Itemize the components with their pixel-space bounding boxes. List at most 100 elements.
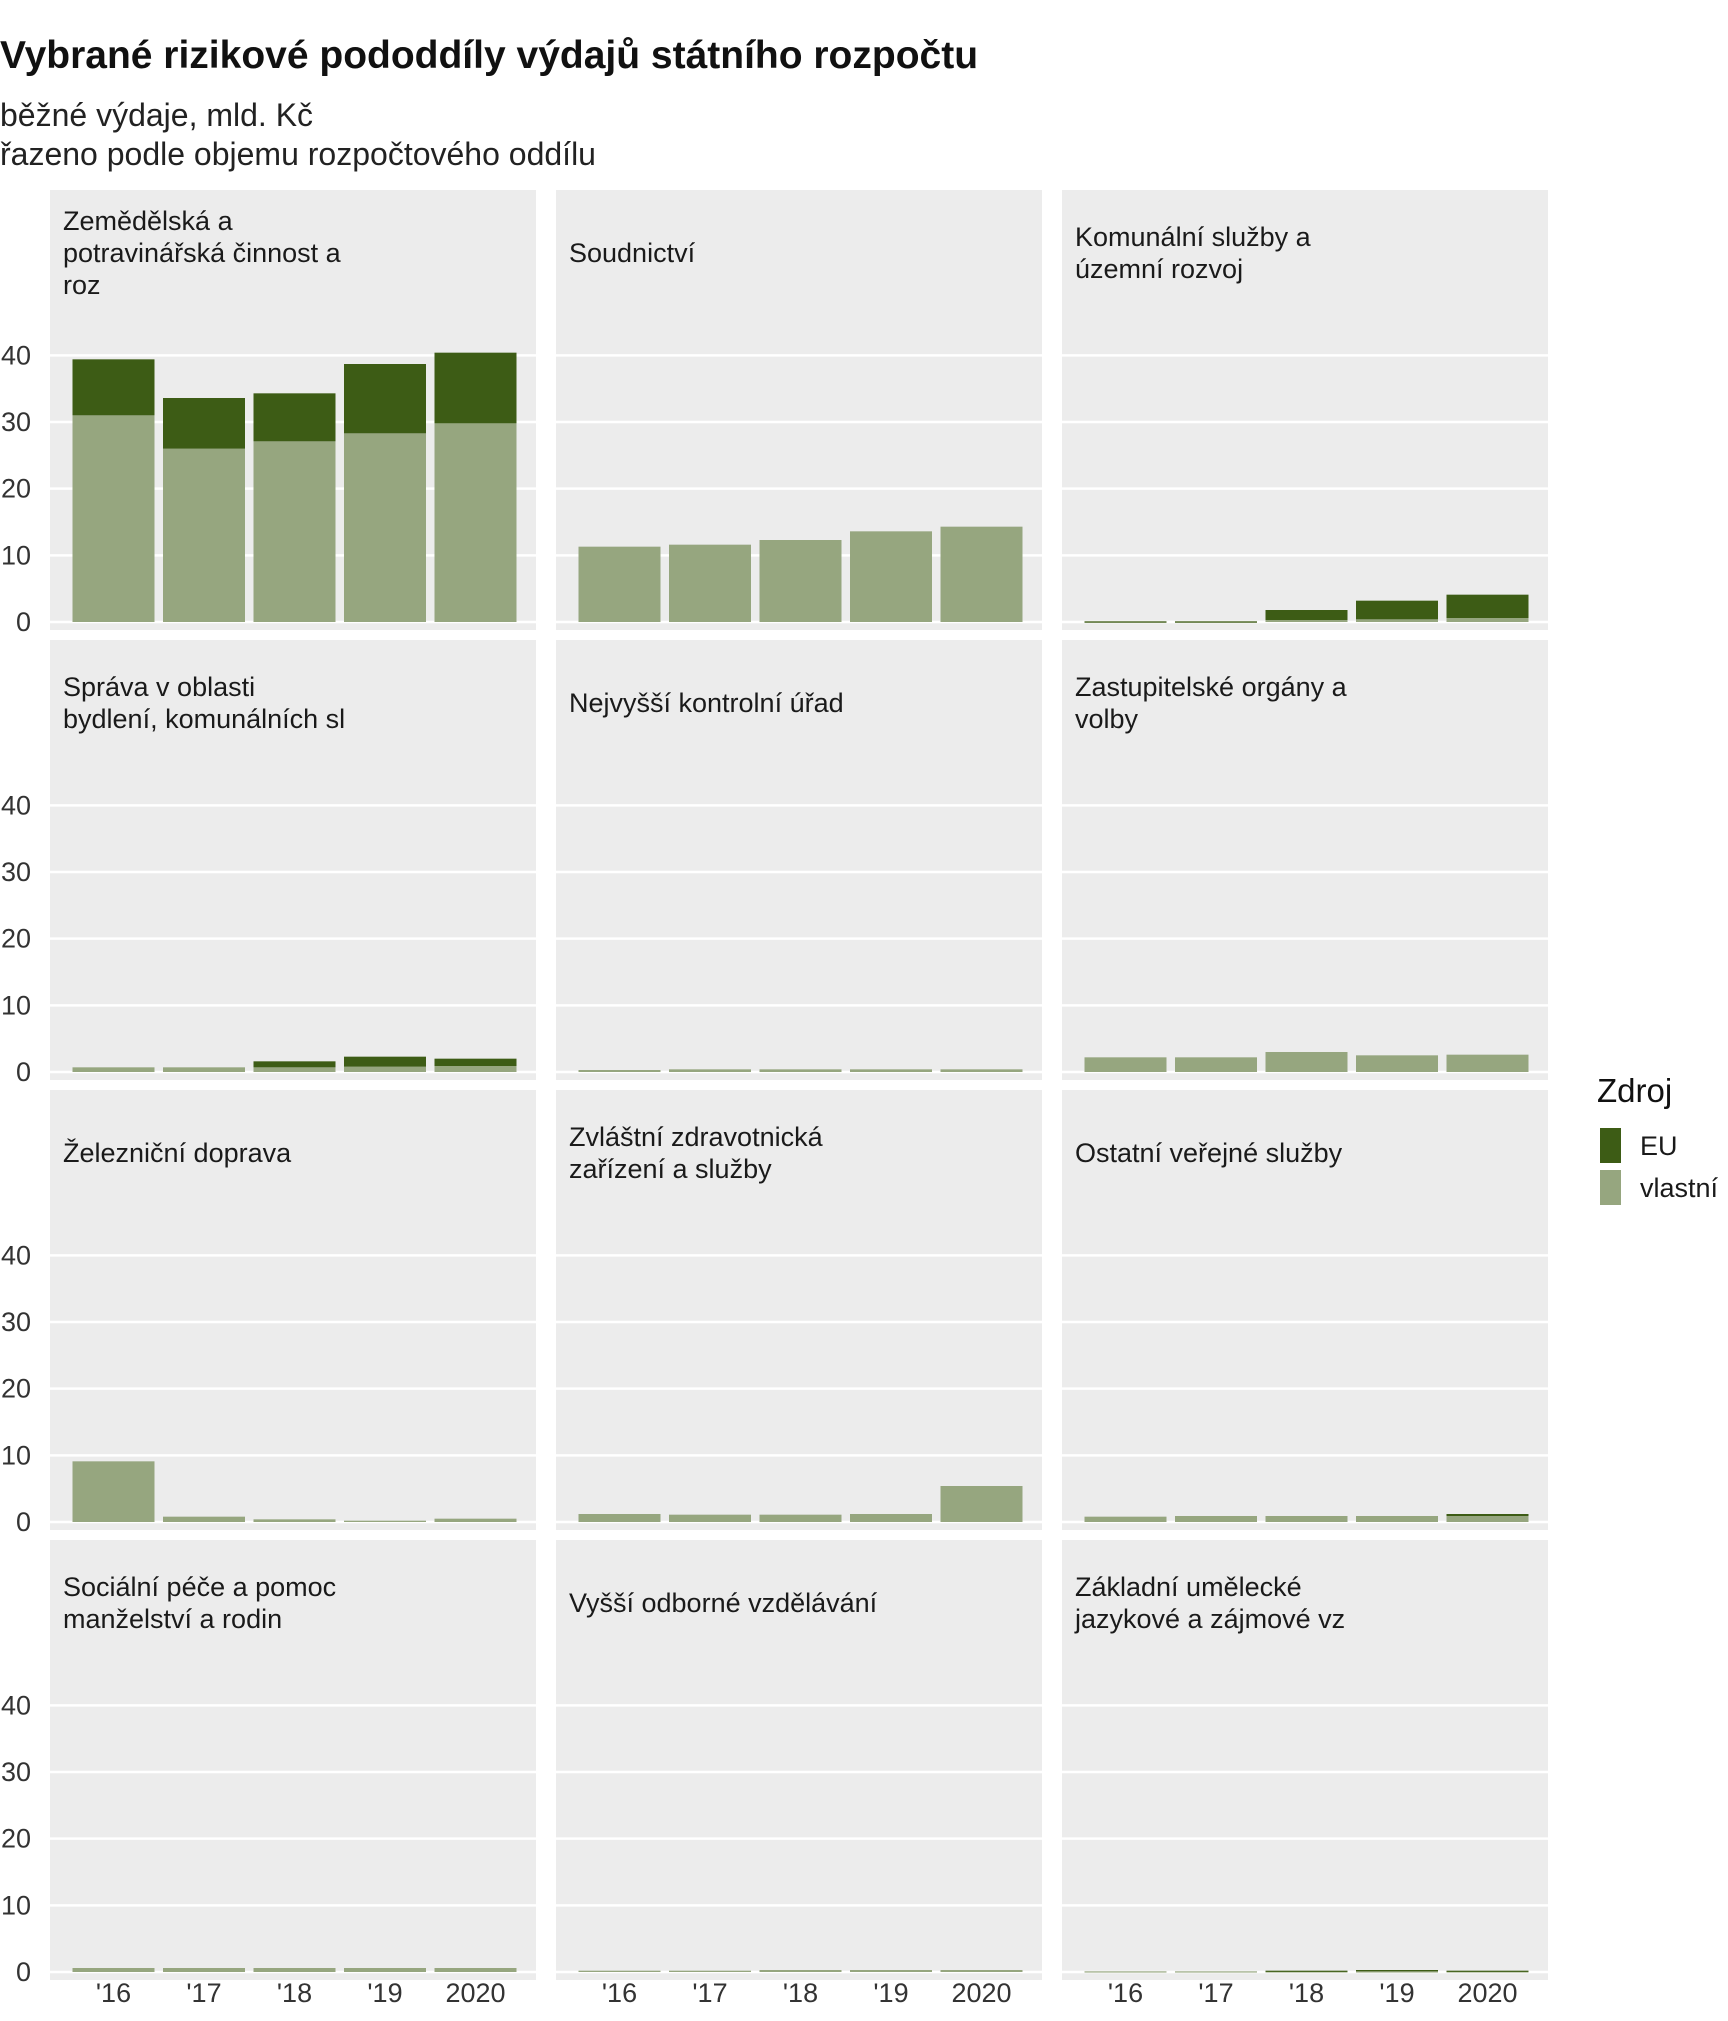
bar-vlastni (940, 1970, 1023, 1972)
bar-vlastni (163, 448, 245, 622)
panel-title-line: Sociální péče a pomoc (63, 1572, 336, 1602)
panel-title-line: Zvláštní zdravotnická (569, 1122, 824, 1152)
bar-eu (344, 364, 426, 434)
x-tick-label: 2020 (951, 1978, 1011, 2008)
x-tick-label: '19 (367, 1978, 402, 2008)
bar-vlastni (344, 1066, 426, 1072)
bar-vlastni (669, 544, 751, 622)
y-tick-label: 30 (1, 857, 31, 887)
bar-vlastni (72, 1461, 155, 1522)
bar-eu (253, 393, 336, 442)
bar-vlastni (1265, 1052, 1348, 1072)
panel-background (50, 1540, 536, 1980)
facet-panel: Ostatní veřejné služby (1062, 1090, 1548, 1530)
panel-title-line: bydlení, komunálních sl (63, 704, 345, 734)
panel-title-line: Nejvyšší kontrolní úřad (569, 688, 844, 718)
bar-vlastni (1175, 1057, 1257, 1072)
bar-vlastni (434, 423, 517, 622)
bar-vlastni (850, 1970, 932, 1972)
bar-vlastni (72, 1067, 155, 1072)
panel-title-line: jazykové a zájmové vz (1074, 1604, 1345, 1634)
y-tick-label: 30 (1, 1307, 31, 1337)
bar-vlastni (72, 1968, 155, 1972)
panel-title-line: zařízení a služby (569, 1154, 772, 1184)
bar-vlastni (578, 1070, 661, 1072)
panel-title-line: Soudnictví (569, 238, 696, 268)
y-tick-label: 40 (1, 1240, 31, 1270)
x-tick-label: '19 (873, 1978, 908, 2008)
facet-panel: Soudnictví (556, 190, 1042, 630)
bar-vlastni (1175, 1971, 1257, 1973)
bar-vlastni (1084, 1971, 1167, 1973)
panel-title-line: roz (63, 270, 101, 300)
panel-background (556, 1090, 1042, 1530)
bar-vlastni (1356, 619, 1438, 622)
bar-vlastni (669, 1514, 751, 1522)
x-tick-label: '16 (1108, 1978, 1143, 2008)
bar-vlastni (850, 1514, 932, 1522)
panel-title-line: volby (1075, 704, 1139, 734)
y-tick-label: 0 (16, 1507, 31, 1537)
panel-title-line: Správa v oblasti (63, 672, 255, 702)
legend-key (1600, 1170, 1621, 1205)
bar-vlastni (759, 1069, 842, 1072)
panel-background (1062, 1540, 1548, 1980)
bar-eu (1175, 621, 1257, 623)
bar-vlastni (163, 1968, 245, 1972)
bar-vlastni (669, 1069, 751, 1072)
y-tick-label: 40 (1, 1690, 31, 1720)
bar-eu (1446, 1514, 1529, 1516)
bar-vlastni (344, 1520, 426, 1522)
bar-eu (1265, 610, 1348, 620)
bar-eu (434, 352, 517, 424)
panel-background (556, 1540, 1042, 1980)
bar-eu (1446, 594, 1529, 618)
bar-vlastni (1356, 1055, 1438, 1072)
panel-title-line: Zastupitelské orgány a (1075, 672, 1348, 702)
bar-vlastni (940, 526, 1023, 622)
x-tick-label: '18 (277, 1978, 312, 2008)
bar-vlastni (253, 441, 336, 622)
bar-eu (1356, 1970, 1438, 1972)
y-tick-label: 30 (1, 1757, 31, 1787)
bar-vlastni (1446, 1971, 1529, 1973)
panel-background (1062, 640, 1548, 1080)
panel-background (1062, 1090, 1548, 1530)
bar-vlastni (940, 1069, 1023, 1072)
bar-vlastni (1084, 1516, 1167, 1522)
bar-vlastni (1265, 1516, 1348, 1522)
y-tick-label: 20 (1, 474, 31, 504)
bar-vlastni (344, 1968, 426, 1972)
bar-vlastni (578, 546, 661, 622)
x-tick-label: '16 (96, 1978, 131, 2008)
bar-eu (1356, 600, 1438, 620)
bar-vlastni (1265, 1971, 1348, 1973)
bar-vlastni (940, 1486, 1023, 1522)
y-tick-label: 20 (1, 1824, 31, 1854)
bar-vlastni (253, 1968, 336, 1972)
x-tick-label: '17 (692, 1978, 727, 2008)
legend-key (1600, 1128, 1621, 1163)
y-tick-label: 40 (1, 340, 31, 370)
x-tick-label: '18 (1289, 1978, 1324, 2008)
panel-title-line: potravinářská činnost a (63, 238, 342, 268)
facet-panel: Nejvyšší kontrolní úřad (556, 640, 1042, 1080)
bar-eu (344, 1056, 426, 1067)
bar-vlastni (850, 1069, 932, 1072)
panel-background (50, 1090, 536, 1530)
bar-vlastni (759, 540, 842, 622)
bar-vlastni (72, 415, 155, 622)
panel-title-line: Železniční doprava (63, 1137, 292, 1168)
x-tick-label: '17 (186, 1978, 221, 2008)
bar-vlastni (759, 1514, 842, 1522)
bar-eu (163, 398, 245, 449)
y-tick-label: 0 (16, 1957, 31, 1987)
panel-title-line: manželství a rodin (63, 1604, 282, 1634)
bar-eu (72, 359, 155, 416)
bar-vlastni (578, 1970, 661, 1972)
